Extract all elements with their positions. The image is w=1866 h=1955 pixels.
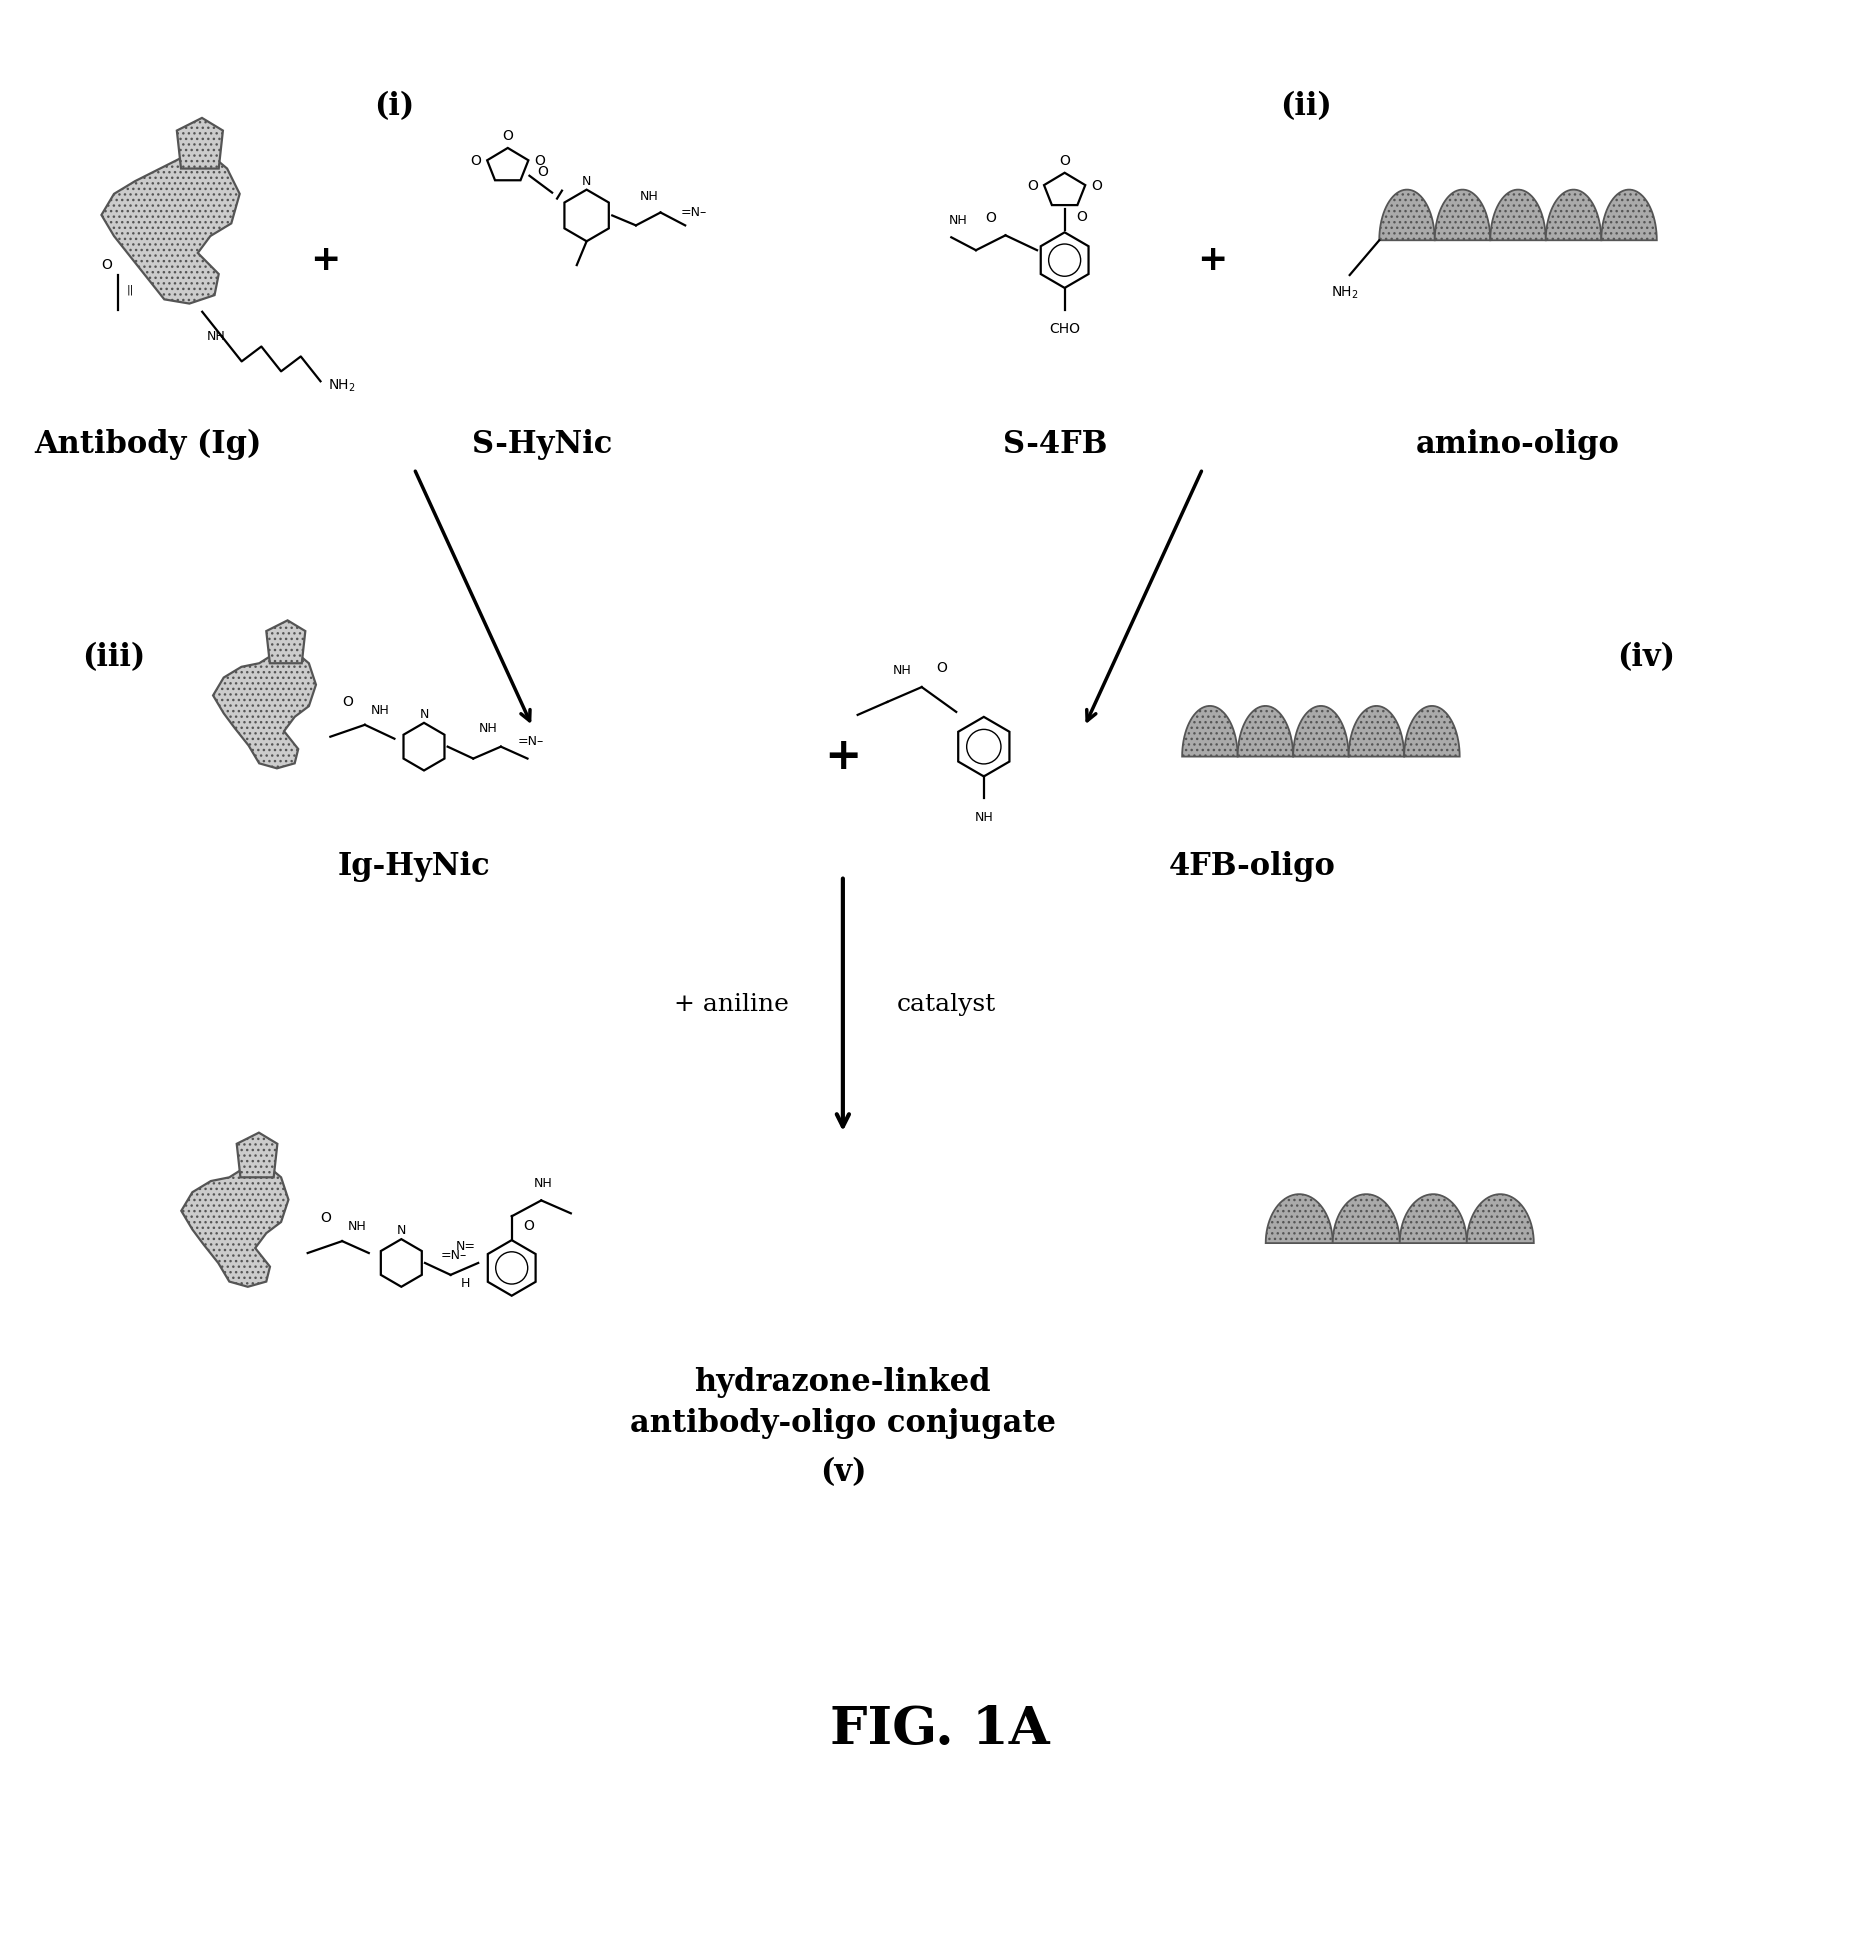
Text: N: N (420, 708, 429, 721)
Polygon shape (101, 147, 239, 303)
Text: NH$_2$: NH$_2$ (328, 377, 356, 395)
Polygon shape (1545, 190, 1601, 240)
Text: =N–: =N– (440, 1249, 466, 1261)
Polygon shape (1491, 190, 1545, 240)
Polygon shape (177, 117, 222, 168)
Polygon shape (213, 645, 315, 768)
Text: NH: NH (640, 190, 659, 203)
Text: hydrazone-linked
antibody-oligo conjugate: hydrazone-linked antibody-oligo conjugat… (631, 1367, 1056, 1439)
Text: O: O (937, 661, 946, 674)
Text: NH: NH (948, 215, 968, 227)
Text: ||: || (127, 285, 134, 295)
Text: =N–: =N– (681, 205, 707, 219)
Text: O: O (502, 129, 513, 143)
Text: (iii): (iii) (82, 641, 146, 673)
Text: Ig-HyNic: Ig-HyNic (338, 850, 491, 882)
Text: CHO: CHO (1049, 323, 1080, 336)
Text: (iv): (iv) (1618, 641, 1676, 673)
Polygon shape (1405, 706, 1459, 757)
Text: NH: NH (480, 721, 498, 735)
Text: O: O (985, 211, 996, 225)
Text: O: O (1060, 154, 1069, 168)
Polygon shape (1237, 706, 1293, 757)
Text: (i): (i) (375, 90, 414, 121)
Polygon shape (1467, 1195, 1534, 1243)
Polygon shape (1400, 1195, 1467, 1243)
Text: NH: NH (369, 704, 388, 717)
Text: NH: NH (974, 811, 993, 825)
Text: O: O (534, 154, 545, 168)
Polygon shape (1349, 706, 1405, 757)
Text: O: O (470, 154, 481, 168)
Text: NH: NH (207, 330, 226, 342)
Text: N: N (397, 1224, 407, 1238)
Text: (ii): (ii) (1280, 90, 1332, 121)
Text: catalyst: catalyst (898, 993, 996, 1017)
Text: +: + (310, 242, 341, 278)
Polygon shape (1601, 190, 1657, 240)
Text: O: O (1026, 178, 1037, 194)
Text: +: + (825, 735, 862, 778)
Polygon shape (1265, 1195, 1332, 1243)
Text: FIG. 1A: FIG. 1A (830, 1705, 1049, 1756)
Text: (v): (v) (819, 1456, 866, 1488)
Text: NH$_2$: NH$_2$ (1330, 285, 1358, 301)
Text: S-4FB: S-4FB (1002, 428, 1107, 459)
Polygon shape (237, 1132, 278, 1177)
Polygon shape (1379, 190, 1435, 240)
Text: O: O (319, 1212, 330, 1226)
Polygon shape (181, 1159, 289, 1286)
Text: H: H (461, 1277, 470, 1290)
Polygon shape (267, 620, 306, 663)
Text: + aniline: + aniline (674, 993, 789, 1017)
Text: Antibody (Ig): Antibody (Ig) (34, 428, 261, 459)
Text: S-HyNic: S-HyNic (472, 428, 612, 459)
Text: O: O (343, 694, 353, 710)
Text: O: O (537, 164, 549, 178)
Text: O: O (1077, 211, 1088, 225)
Text: O: O (101, 258, 112, 272)
Text: NH: NH (534, 1177, 552, 1191)
Polygon shape (1183, 706, 1237, 757)
Polygon shape (1332, 1195, 1400, 1243)
Text: =N–: =N– (517, 735, 543, 749)
Text: NH: NH (892, 665, 911, 676)
Polygon shape (1293, 706, 1349, 757)
Text: +: + (1198, 242, 1228, 278)
Text: N: N (582, 174, 592, 188)
Text: N=: N= (455, 1239, 476, 1253)
Text: amino-oligo: amino-oligo (1416, 428, 1620, 459)
Polygon shape (1435, 190, 1491, 240)
Text: 4FB-oligo: 4FB-oligo (1168, 850, 1336, 882)
Text: O: O (524, 1220, 534, 1234)
Text: O: O (1092, 178, 1103, 194)
Text: NH: NH (347, 1220, 366, 1234)
